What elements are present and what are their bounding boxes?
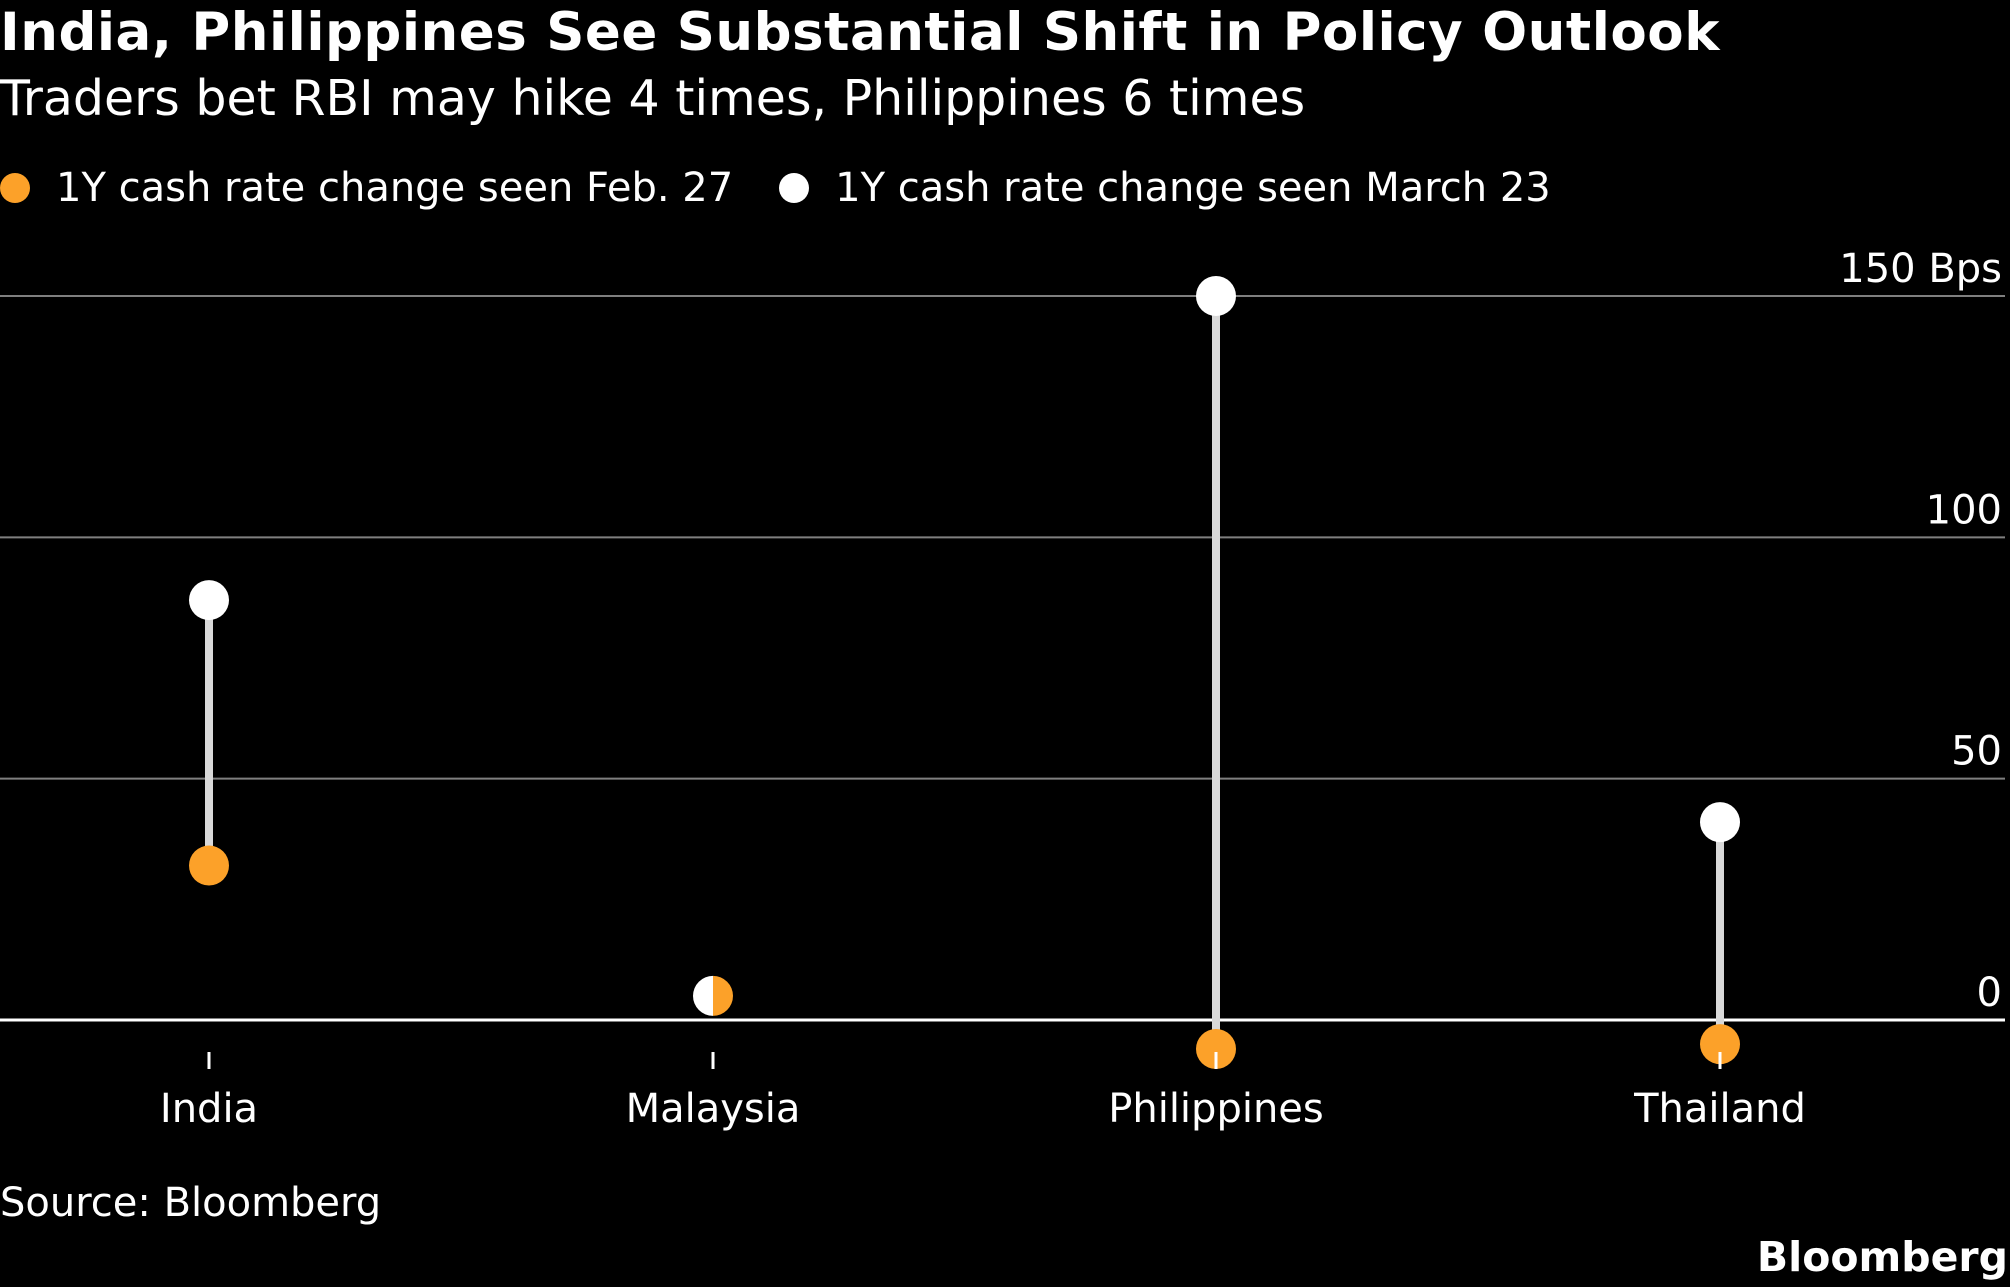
x-axis: India Malaysia Philippines Thailand — [160, 1052, 1806, 1132]
point-mar23-philippines — [1196, 276, 1236, 316]
chart-title: India, Philippines See Substantial Shift… — [0, 2, 1720, 63]
legend-swatch-feb27 — [0, 173, 30, 203]
connectors — [205, 296, 1724, 1049]
gridlines — [0, 295, 2005, 1022]
point-mar23-malaysia — [693, 975, 713, 1016]
x-tick-label-thailand: Thailand — [1633, 1086, 1806, 1132]
point-feb27-thailand — [1700, 1024, 1740, 1065]
data-points — [189, 276, 1740, 1069]
x-tick-label-philippines: Philippines — [1108, 1086, 1324, 1132]
chart-subtitle: Traders bet RBI may hike 4 times, Philip… — [0, 70, 1306, 127]
y-tick-label-150: 150 Bps — [1839, 246, 2002, 292]
point-feb27-philippines — [1196, 1028, 1236, 1069]
y-tick-label-100: 100 — [1926, 487, 2002, 533]
y-tick-label-50: 50 — [1951, 729, 2002, 775]
y-tick-label-0: 0 — [1977, 970, 2002, 1016]
point-mar23-india — [189, 580, 229, 621]
legend-label-mar23: 1Y cash rate change seen March 23 — [835, 165, 1551, 211]
legend: 1Y cash rate change seen Feb. 27 1Y cash… — [0, 160, 1597, 216]
x-tick-label-malaysia: Malaysia — [626, 1086, 801, 1132]
point-feb27-india — [189, 845, 229, 886]
legend-item-feb27: 1Y cash rate change seen Feb. 27 — [0, 165, 733, 211]
legend-label-feb27: 1Y cash rate change seen Feb. 27 — [56, 165, 734, 211]
point-feb27-malaysia — [713, 975, 733, 1016]
legend-swatch-mar23 — [779, 173, 810, 203]
source-note: Source: Bloomberg — [0, 1180, 382, 1226]
y-axis-tick-labels: 0 50 100 150 Bps — [1839, 246, 2002, 1016]
x-tick-label-india: India — [160, 1086, 258, 1132]
brand-logo: Bloomberg — [1756, 1233, 2008, 1281]
point-mar23-thailand — [1700, 802, 1740, 843]
legend-item-mar23: 1Y cash rate change seen March 23 — [779, 165, 1551, 211]
